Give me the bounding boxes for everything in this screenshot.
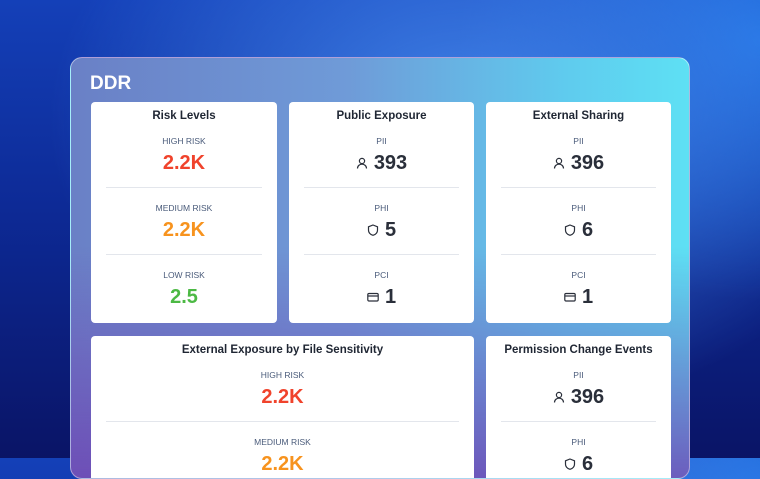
metric-icon (564, 292, 576, 302)
divider (106, 187, 262, 188)
metric-value: 2.2K (91, 385, 474, 409)
metric-label: PII (573, 370, 584, 380)
card-title: External Exposure by File Sensitivity (181, 344, 384, 356)
metric-value: 2.2K (91, 218, 277, 242)
card-title: External Sharing (532, 110, 625, 122)
divider (501, 187, 656, 188)
metric-value: 1 (486, 285, 671, 309)
metric-icon (553, 391, 564, 403)
card-title: Permission Change Events (504, 344, 653, 356)
metric-icon (564, 224, 576, 236)
card-title: Risk Levels (152, 110, 216, 122)
card-title: Public Exposure (336, 110, 427, 122)
metric-label: PHI (571, 203, 586, 213)
metric-number: 5 (384, 219, 397, 241)
metric-number: 393 (373, 152, 408, 174)
metric-label: PII (573, 136, 584, 146)
metric-number: 2.2K (261, 453, 304, 475)
metric-number: 6 (581, 219, 594, 241)
metric-label: HIGH RISK (260, 370, 305, 380)
metric-value: 2.5 (91, 285, 277, 309)
metric-label: PCI (374, 270, 389, 280)
metric-value: 1 (289, 285, 474, 309)
divider (106, 254, 262, 255)
metric-number: 2.2K (261, 386, 304, 408)
metric-label: HIGH RISK (162, 136, 206, 146)
metric-number: 396 (570, 386, 605, 408)
metric-number: 2.2K (162, 152, 206, 174)
metric-label: LOW RISK (163, 270, 205, 280)
metric-number: 2.5 (170, 286, 198, 308)
metric-label: PII (376, 136, 387, 146)
metric-number: 2.2K (162, 219, 206, 241)
card: Public Exposure PII 393 PHI 5 PCI 1 (289, 102, 474, 323)
metric-icon (367, 224, 379, 236)
metric-value: 2.2K (91, 452, 474, 476)
metric-value: 393 (289, 151, 474, 175)
divider (106, 421, 459, 422)
metric-icon (564, 458, 576, 470)
metric-label: MEDIUM RISK (155, 203, 213, 213)
ddr-panel: DDR Risk Levels HIGH RISK 2.2K MEDIUM RISK 2… (70, 57, 690, 479)
metric-value: 396 (486, 385, 671, 409)
panel-title: DDR (90, 73, 132, 94)
metric-number: 1 (384, 286, 397, 308)
metric-number: 396 (570, 152, 605, 174)
divider (501, 421, 656, 422)
card: External Sharing PII 396 PHI 6 PCI 1 (486, 102, 671, 323)
metric-value: 5 (289, 218, 474, 242)
metric-label: PCI (571, 270, 586, 280)
metric-number: 6 (581, 453, 594, 475)
divider (304, 254, 459, 255)
metric-value: 396 (486, 151, 671, 175)
metric-icon (367, 292, 379, 302)
metric-label: PHI (374, 203, 389, 213)
card: External Exposure by File Sensitivity HIG… (91, 336, 474, 478)
metric-icon (553, 157, 564, 169)
metric-label: MEDIUM RISK (254, 437, 311, 447)
metric-value: 2.2K (91, 151, 277, 175)
divider (501, 254, 656, 255)
card: Risk Levels HIGH RISK 2.2K MEDIUM RISK 2.2K L… (91, 102, 277, 323)
divider (304, 187, 459, 188)
metric-number: 1 (581, 286, 594, 308)
metric-icon (356, 157, 367, 169)
metric-value: 6 (486, 218, 671, 242)
metric-label: PHI (571, 437, 586, 447)
metric-value: 6 (486, 452, 671, 476)
